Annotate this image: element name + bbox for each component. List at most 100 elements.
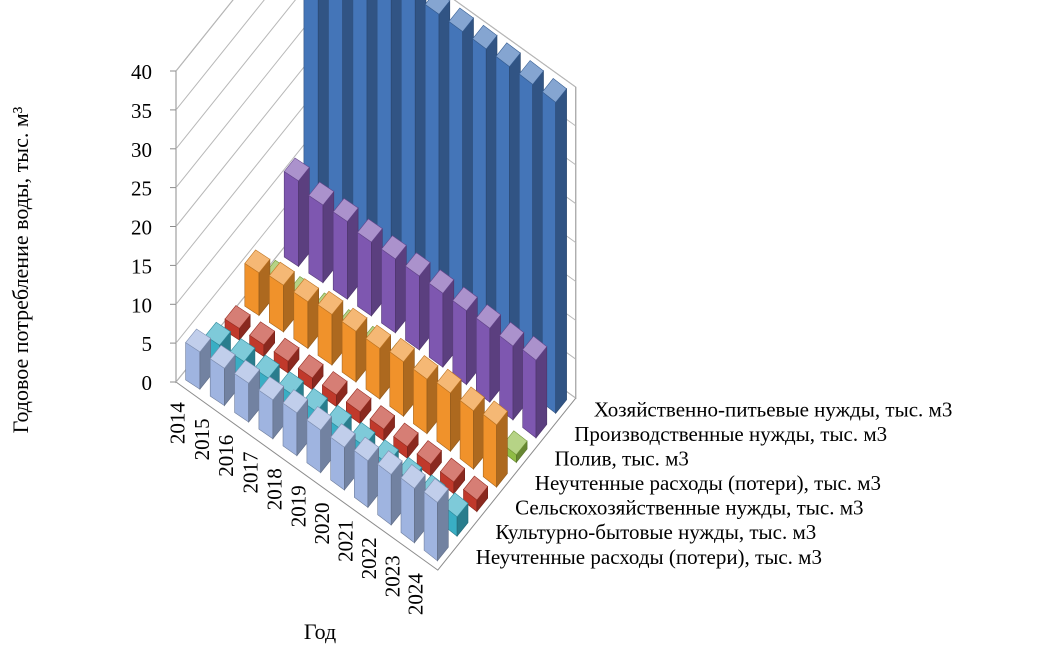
bar-top-face bbox=[341, 307, 368, 332]
bar bbox=[377, 450, 403, 526]
bar-front-face bbox=[283, 170, 299, 267]
bar-front-face bbox=[317, 304, 333, 366]
bar-top-face bbox=[502, 430, 528, 456]
bar-front-face bbox=[332, 211, 348, 300]
z-axis-tick-labels: 0 5 10 15 20 25 30 35 40 bbox=[131, 60, 152, 395]
bar-top-face bbox=[436, 368, 462, 394]
bar-side-face bbox=[555, 87, 567, 415]
bar bbox=[389, 337, 415, 418]
bar bbox=[393, 422, 419, 460]
bar-side-face bbox=[535, 345, 548, 439]
bar bbox=[405, 252, 431, 351]
chart-bars bbox=[185, 0, 568, 562]
bar bbox=[522, 335, 548, 439]
z-tick-label: 15 bbox=[131, 254, 152, 278]
bar-top-face bbox=[357, 218, 383, 243]
bar bbox=[308, 181, 335, 284]
bar-top-face bbox=[297, 354, 324, 379]
bar-top-face bbox=[306, 406, 332, 431]
bar-top-face bbox=[302, 387, 328, 413]
bar-side-face bbox=[322, 190, 335, 284]
bar bbox=[472, 24, 498, 361]
bar bbox=[293, 278, 320, 350]
bar-top-face bbox=[330, 423, 356, 448]
bar-top-face bbox=[308, 181, 335, 206]
bar-front-face bbox=[436, 382, 451, 452]
bar bbox=[352, 0, 379, 276]
bar-top-face bbox=[282, 389, 309, 414]
x-tick-label: 2022 bbox=[357, 537, 381, 579]
series-label: Культурно-бытовые нужды, тыс. м3 bbox=[495, 520, 816, 544]
bar-front-face bbox=[428, 282, 444, 368]
bar-front-face bbox=[475, 317, 491, 403]
bar bbox=[482, 400, 508, 488]
bar-side-face bbox=[298, 166, 310, 268]
series-label: Неучтенные расходы (потери), тыс. м3 bbox=[535, 471, 881, 495]
bar-top-face bbox=[321, 371, 348, 396]
bar-top-face bbox=[452, 286, 478, 312]
bar bbox=[306, 406, 332, 474]
bar-top-face bbox=[405, 252, 431, 277]
bar bbox=[244, 249, 271, 317]
bar bbox=[459, 386, 485, 470]
bar-top-face bbox=[439, 457, 466, 483]
bar-top-face bbox=[424, 0, 451, 15]
bar-top-face bbox=[253, 354, 280, 379]
bar-top-face bbox=[416, 440, 442, 465]
bar-top-face bbox=[209, 344, 236, 369]
gridline bbox=[175, 0, 577, 88]
bar bbox=[400, 464, 426, 544]
bar bbox=[452, 286, 478, 386]
bar bbox=[381, 235, 407, 334]
bar-top-face bbox=[472, 24, 498, 50]
bar bbox=[448, 7, 474, 344]
bar-side-face bbox=[346, 207, 359, 301]
x-tick-label: 2019 bbox=[286, 485, 310, 527]
bar bbox=[268, 261, 295, 333]
bar-top-face bbox=[293, 278, 320, 303]
x-tick-label: 2021 bbox=[334, 520, 358, 562]
x-tick-label: 2014 bbox=[165, 402, 189, 445]
bar bbox=[321, 371, 348, 408]
bar-top-face bbox=[400, 464, 426, 489]
bar bbox=[495, 42, 521, 379]
x-tick-label: 2024 bbox=[403, 573, 427, 616]
bar bbox=[502, 430, 528, 464]
bar-top-face bbox=[393, 422, 419, 448]
bar-front-face bbox=[423, 491, 438, 562]
bar-top-face bbox=[499, 321, 525, 347]
bar bbox=[258, 376, 285, 440]
y-axis-title: Годовое потребление воды, тыс. м³ bbox=[8, 106, 33, 433]
bar-front-face bbox=[459, 399, 474, 470]
series-label: Неучтенные расходы (потери), тыс. м3 bbox=[476, 545, 822, 569]
bar-side-face bbox=[395, 244, 407, 334]
bar-top-face bbox=[185, 328, 212, 353]
bar-top-face bbox=[482, 400, 508, 426]
bar bbox=[317, 290, 344, 366]
bar bbox=[330, 423, 356, 491]
bar-top-face bbox=[326, 404, 352, 430]
bar bbox=[439, 457, 466, 495]
bar bbox=[365, 324, 392, 400]
bar-side-face bbox=[512, 331, 525, 421]
bar bbox=[369, 405, 396, 442]
bar bbox=[332, 197, 359, 301]
floor-edge bbox=[175, 381, 577, 571]
z-tick-label: 40 bbox=[131, 60, 152, 84]
bar bbox=[463, 475, 489, 513]
bar bbox=[249, 321, 276, 358]
bar-top-face bbox=[389, 337, 415, 363]
bar-top-face bbox=[518, 60, 544, 85]
bar bbox=[423, 478, 449, 562]
bar-top-face bbox=[273, 337, 300, 362]
bar-top-face bbox=[234, 359, 261, 384]
bar bbox=[224, 305, 251, 341]
bar-top-face bbox=[448, 7, 474, 33]
bar-front-face bbox=[405, 265, 420, 351]
x-tick-label: 2016 bbox=[214, 435, 238, 477]
bar bbox=[209, 344, 236, 407]
bar bbox=[518, 60, 544, 397]
bar bbox=[428, 269, 455, 368]
bar-front-face bbox=[452, 300, 467, 386]
